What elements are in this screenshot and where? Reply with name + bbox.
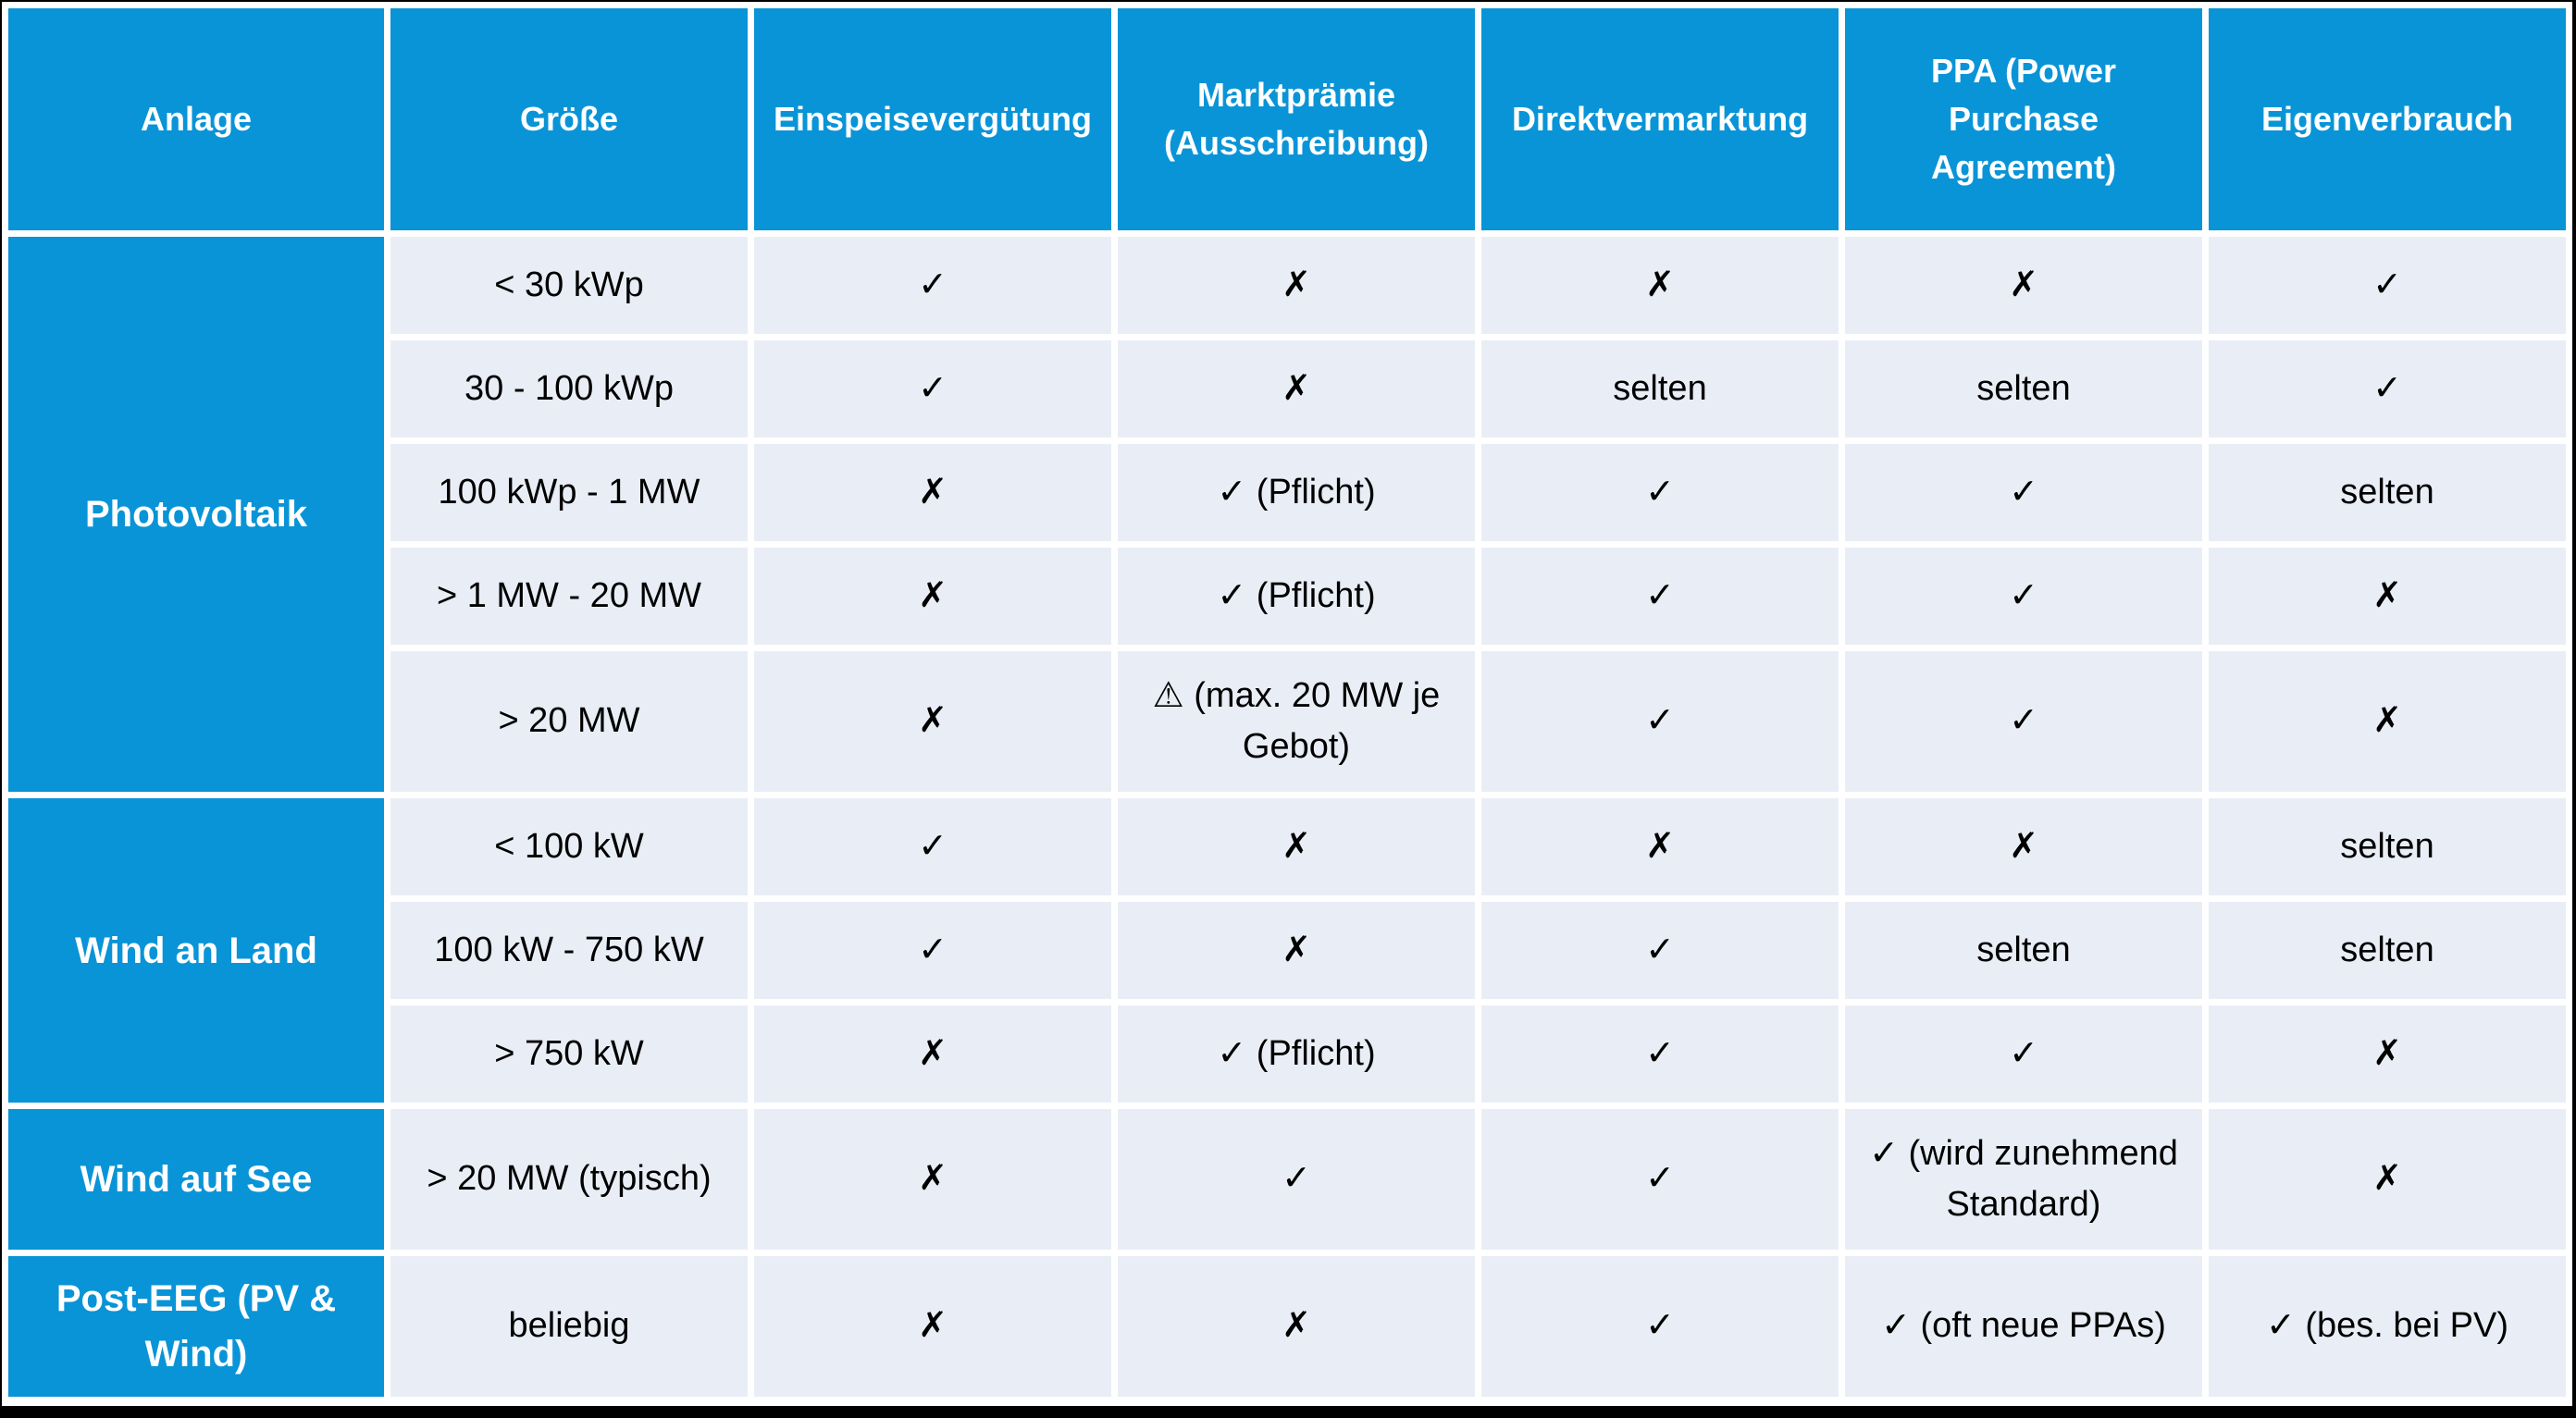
value-cell: selten — [1481, 340, 1839, 438]
value-cell: ✗ — [1118, 798, 1475, 895]
table-row: Post-EEG (PV & Wind) beliebig ✗ ✗ ✓ ✓ (oft ne… — [8, 1256, 2566, 1397]
table-row: 100 kW - 750 kW ✓ ✗ ✓ selten selten — [8, 902, 2566, 999]
size-cell: > 20 MW (typisch) — [390, 1109, 748, 1250]
size-cell: 100 kW - 750 kW — [390, 902, 748, 999]
column-header-2: Einspeisevergütung — [754, 8, 1111, 230]
value-cell: ✓ (Pflicht) — [1118, 1005, 1475, 1103]
size-cell: > 20 MW — [390, 651, 748, 792]
value-cell: ✓ — [1481, 1005, 1839, 1103]
size-cell: > 1 MW - 20 MW — [390, 548, 748, 645]
value-cell: ✓ (Pflicht) — [1118, 444, 1475, 541]
value-cell: ✓ (bes. bei PV) — [2209, 1256, 2566, 1397]
column-header-4: Direktvermarktung — [1481, 8, 1839, 230]
table-row: Photovoltaik < 30 kWp ✓ ✗ ✗ ✗ ✓ — [8, 237, 2566, 792]
value-cell: ✓ — [754, 798, 1111, 895]
value-cell: ✓ — [1481, 548, 1839, 645]
value-cell: ✗ — [754, 548, 1111, 645]
value-cell: selten — [2209, 902, 2566, 999]
value-cell: ✗ — [1845, 798, 2202, 895]
table-row: > 1 MW - 20 MW ✗ ✓ (Pflicht) ✓ ✓ ✗ — [8, 548, 2566, 645]
value-cell: ✓ — [754, 902, 1111, 999]
value-cell: ✓ — [1481, 1109, 1839, 1250]
value-cell: ✓ — [1845, 651, 2202, 792]
value-cell: ✓ (Pflicht) — [1118, 548, 1475, 645]
value-cell: ✓ — [1845, 444, 2202, 541]
column-header-1: Größe — [390, 8, 748, 230]
value-cell: ✗ — [1481, 798, 1839, 895]
value-cell: ✗ — [754, 651, 1111, 792]
value-cell: ✗ — [1118, 340, 1475, 438]
value-cell: ✓ — [1481, 1256, 1839, 1397]
value-cell: selten — [1845, 902, 2202, 999]
value-cell: ✓ — [1845, 1005, 2202, 1103]
value-cell: ✗ — [2209, 1005, 2566, 1103]
group-cell: Post-EEG (PV & Wind) — [8, 1256, 384, 1397]
value-cell: ✗ — [754, 1109, 1111, 1250]
value-cell: ✗ — [754, 1256, 1111, 1397]
value-cell: selten — [2209, 444, 2566, 541]
table-row: Wind auf See > 20 MW (typisch) ✗ ✓ ✓ ✓ (wird … — [8, 1109, 2566, 1250]
value-cell: ✓ — [1481, 444, 1839, 541]
table-body: Photovoltaik < 30 kWp ✓ ✗ ✗ ✗ ✓ 30 - 100 kWp ✓ ✗ s… — [8, 237, 2566, 1397]
column-header-5: PPA (Power Purchase Agreement) — [1845, 8, 2202, 230]
column-header-0: Anlage — [8, 8, 384, 230]
value-cell: ✗ — [1118, 1256, 1475, 1397]
value-cell: ✗ — [2209, 548, 2566, 645]
size-cell: > 750 kW — [390, 1005, 748, 1103]
size-cell: < 30 kWp — [390, 237, 748, 334]
table-row: 30 - 100 kWp ✓ ✗ selten selten ✓ — [8, 340, 2566, 438]
value-cell: ✗ — [1845, 237, 2202, 334]
value-cell: ✓ — [2209, 237, 2566, 334]
table-header: Anlage Größe Einspeisevergütung Marktprämie… — [8, 8, 2566, 230]
size-cell: < 100 kW — [390, 798, 748, 895]
group-cell: Wind auf See — [8, 1109, 384, 1250]
value-cell: ✗ — [754, 444, 1111, 541]
value-cell: ✓ (wird zunehmend Standard) — [1845, 1109, 2202, 1250]
value-cell: ✓ — [1845, 548, 2202, 645]
value-cell: ✓ — [754, 340, 1111, 438]
value-cell: ✗ — [1118, 237, 1475, 334]
value-cell: ✗ — [754, 1005, 1111, 1103]
group-cell: Wind an Land — [8, 798, 384, 1103]
size-cell: 30 - 100 kWp — [390, 340, 748, 438]
value-cell: selten — [2209, 798, 2566, 895]
value-cell: ✗ — [1118, 902, 1475, 999]
value-cell: ✓ — [2209, 340, 2566, 438]
header-row: Anlage Größe Einspeisevergütung Marktprämie… — [8, 8, 2566, 230]
column-header-6: Eigenverbrauch — [2209, 8, 2566, 230]
value-cell: ✓ — [1481, 651, 1839, 792]
size-cell: beliebig — [390, 1256, 748, 1397]
value-cell: ✗ — [2209, 651, 2566, 792]
table-row: 100 kWp - 1 MW ✗ ✓ (Pflicht) ✓ ✓ selten — [8, 444, 2566, 541]
group-cell: Photovoltaik — [8, 237, 384, 792]
table-row: Wind an Land < 100 kW ✓ ✗ ✗ ✗ selten — [8, 798, 2566, 1103]
value-cell: ✓ — [754, 237, 1111, 334]
value-cell: ✗ — [1481, 237, 1839, 334]
value-cell: ✓ — [1118, 1109, 1475, 1250]
table-row: > 750 kW ✗ ✓ (Pflicht) ✓ ✓ ✗ — [8, 1005, 2566, 1103]
column-header-3: Marktprämie (Ausschreibung) — [1118, 8, 1475, 230]
value-cell: selten — [1845, 340, 2202, 438]
table-row: > 20 MW ✗ ⚠ (max. 20 MW je Gebot) ✓ ✓ ✗ — [8, 651, 2566, 792]
value-cell: ⚠ (max. 20 MW je Gebot) — [1118, 651, 1475, 792]
value-cell: ✗ — [2209, 1109, 2566, 1250]
size-cell: 100 kWp - 1 MW — [390, 444, 748, 541]
value-cell: ✓ — [1481, 902, 1839, 999]
value-cell: ✓ (oft neue PPAs) — [1845, 1256, 2202, 1397]
